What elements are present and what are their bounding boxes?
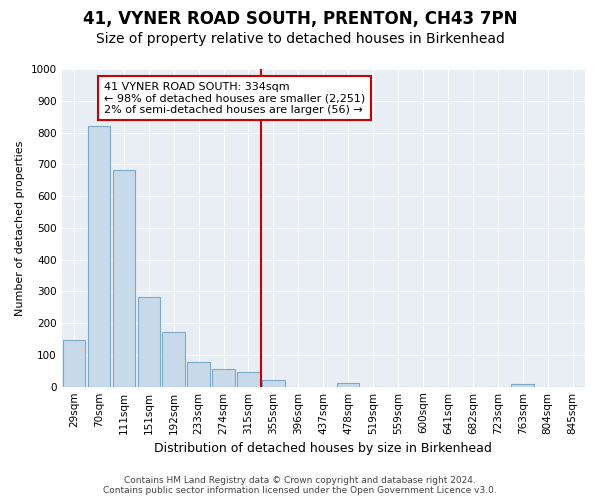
Bar <box>137 297 160 386</box>
Bar <box>511 384 534 386</box>
Bar <box>212 369 235 386</box>
Bar <box>163 332 185 386</box>
Y-axis label: Number of detached properties: Number of detached properties <box>15 140 25 316</box>
Bar <box>337 382 359 386</box>
Bar <box>187 362 210 386</box>
Text: Size of property relative to detached houses in Birkenhead: Size of property relative to detached ho… <box>95 32 505 46</box>
Bar <box>63 340 85 386</box>
Bar <box>88 126 110 386</box>
Bar <box>237 372 260 386</box>
Text: 41, VYNER ROAD SOUTH, PRENTON, CH43 7PN: 41, VYNER ROAD SOUTH, PRENTON, CH43 7PN <box>83 10 517 28</box>
Text: Contains HM Land Registry data © Crown copyright and database right 2024.
Contai: Contains HM Land Registry data © Crown c… <box>103 476 497 495</box>
X-axis label: Distribution of detached houses by size in Birkenhead: Distribution of detached houses by size … <box>154 442 492 455</box>
Text: 41 VYNER ROAD SOUTH: 334sqm
← 98% of detached houses are smaller (2,251)
2% of s: 41 VYNER ROAD SOUTH: 334sqm ← 98% of det… <box>104 82 365 115</box>
Bar <box>262 380 284 386</box>
Bar <box>113 170 135 386</box>
